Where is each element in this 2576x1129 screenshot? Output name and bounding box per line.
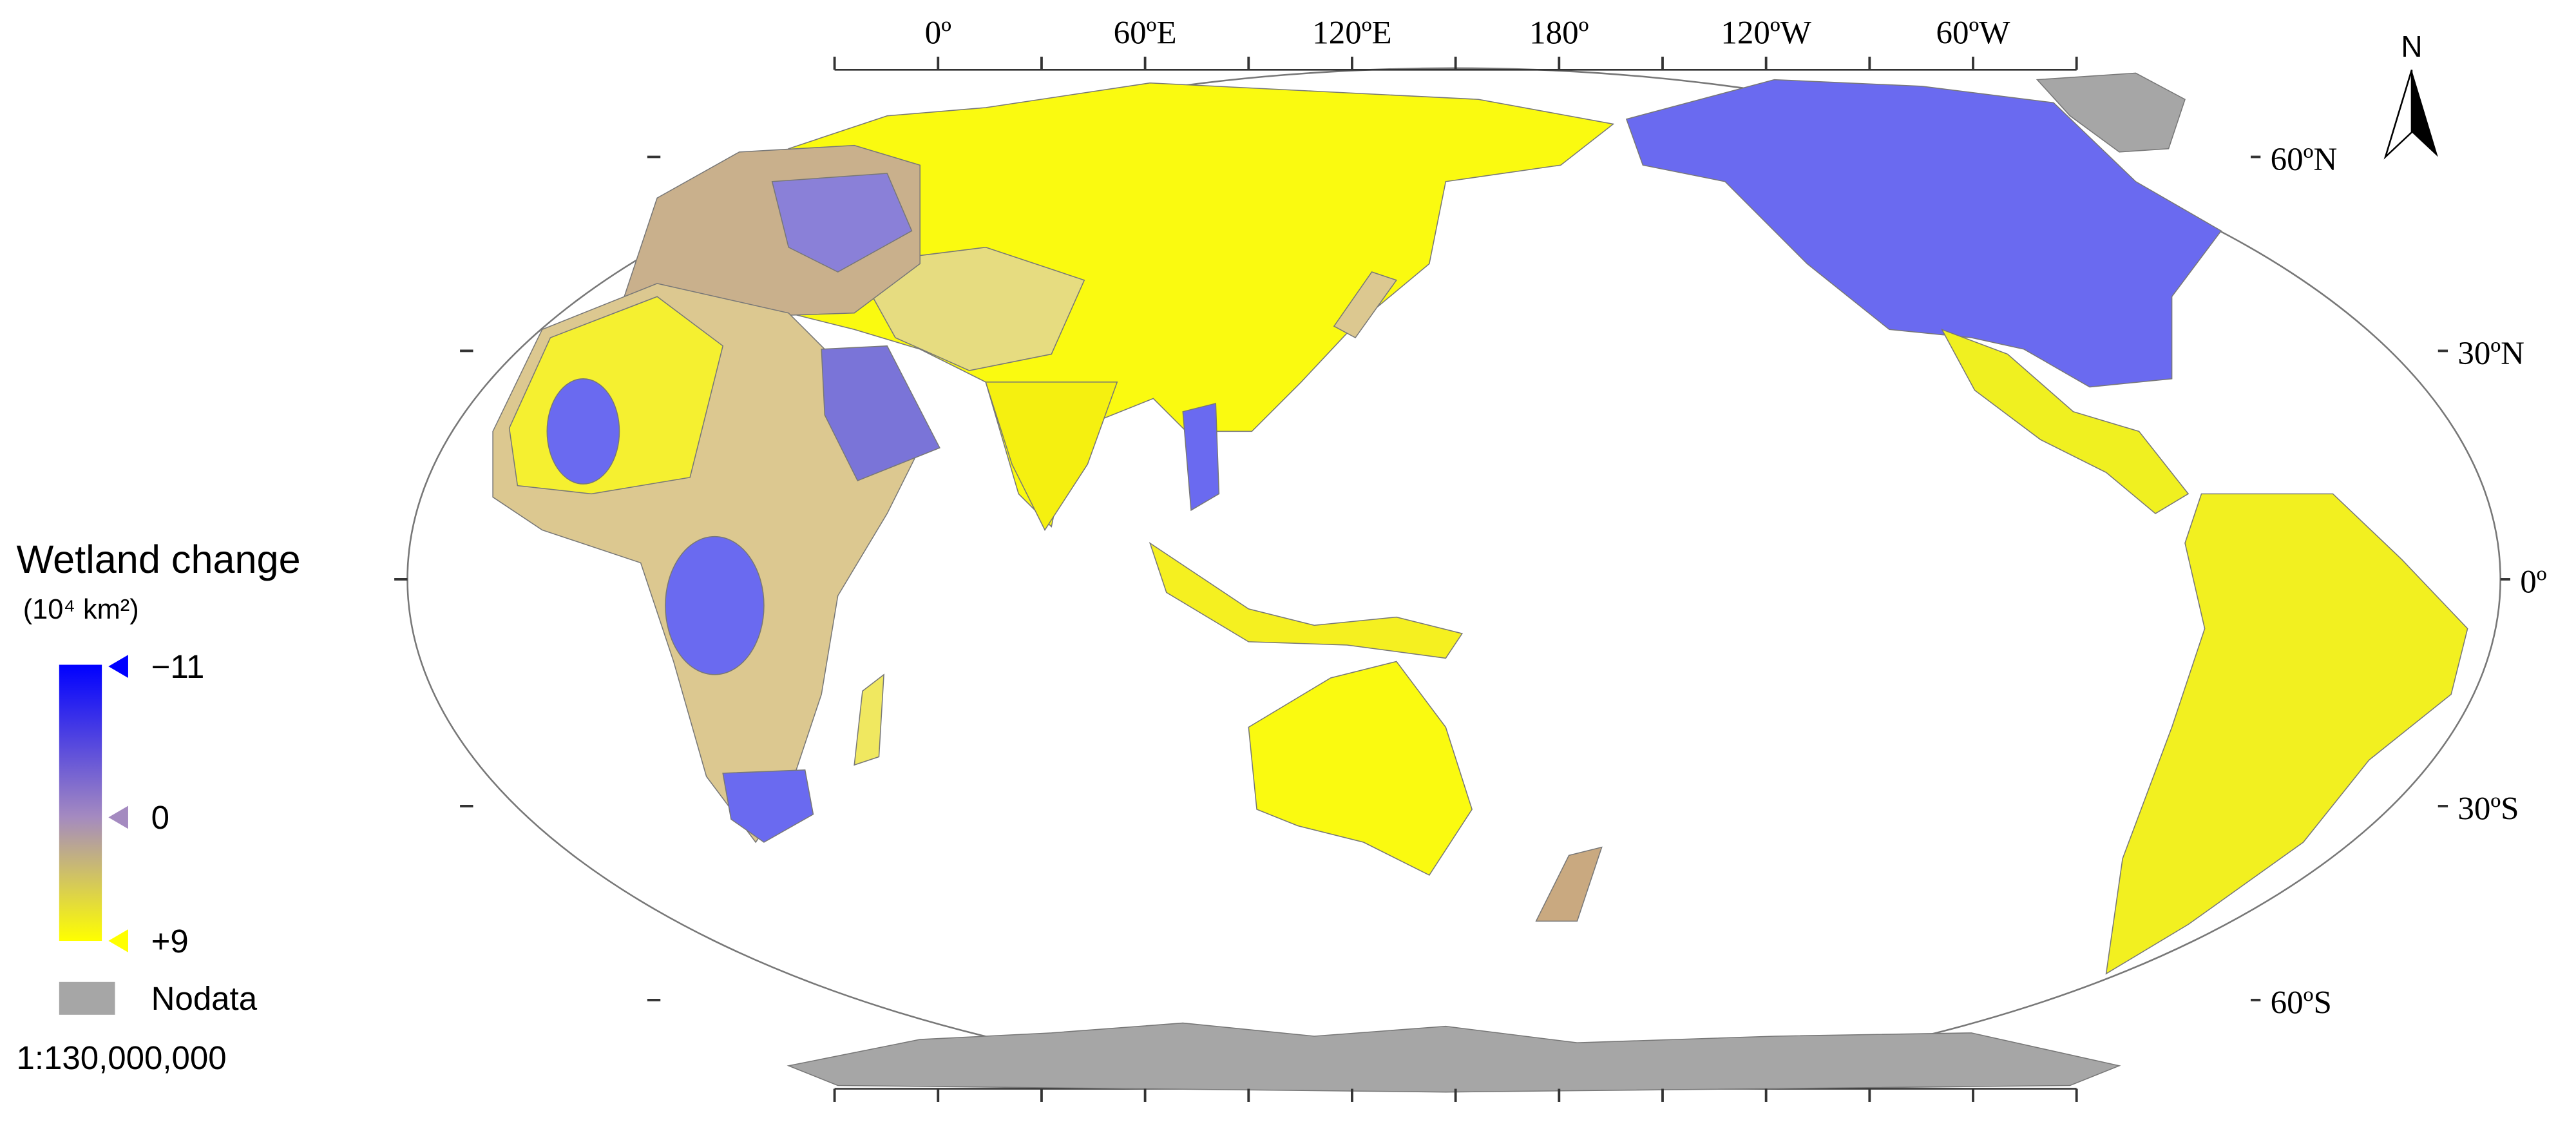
legend-tick-label: −11 [151,648,205,685]
north-arrow: N [2383,30,2438,160]
south-america [2105,493,2468,975]
madagascar [854,673,884,766]
central-asia [853,246,1085,371]
australia [1248,661,1473,876]
land [492,72,2468,1093]
mali [546,378,620,485]
arabia [821,345,940,481]
nodata-swatch [59,981,115,1015]
lat-label: 0º [2520,564,2546,600]
north-label: N [2401,30,2422,63]
north-america [1625,79,2222,388]
europe-east [771,173,913,273]
new-zealand [1535,846,1603,922]
lat-label: 30ºS [2457,791,2519,827]
congo [665,536,765,675]
lat-label: 30ºN [2457,336,2524,372]
lat-label: 60ºS [2271,985,2332,1021]
legend-tick [108,806,128,829]
legend-tick-label: +9 [151,923,189,960]
indochina [1182,403,1220,512]
legend-title: Wetland change [17,537,301,581]
lon-label: 0º [925,15,951,52]
eurasia [705,82,1615,528]
nodata-label: Nodata [151,980,258,1017]
southern-africa [722,769,814,843]
japan [1333,271,1398,339]
legend-unit: (10⁴ km²) [23,594,139,625]
lon-label: 60ºE [1114,15,1177,52]
legend-tick [108,929,128,952]
legend-tick [108,655,128,678]
lon-label: 120ºE [1312,15,1391,52]
graticule-ticks [394,56,2510,1102]
africa-north [508,296,724,495]
lat-label: 60ºN [2271,142,2338,178]
legend-tick-label: 0 [151,799,169,836]
antarctica [787,1022,2121,1093]
central-america [1940,328,2190,514]
colorbar [59,664,102,941]
india [985,381,1118,531]
lon-label: 120ºW [1721,15,1811,52]
indonesia [1149,541,1464,659]
scale-label: 1:130,000,000 [17,1039,227,1076]
greenland [2036,72,2186,153]
lon-label: 60ºW [1936,15,2011,52]
legend: Wetland change (10⁴ km²) Nodata 1:130,00… [17,537,301,1076]
lon-label: 180º [1529,15,1589,52]
